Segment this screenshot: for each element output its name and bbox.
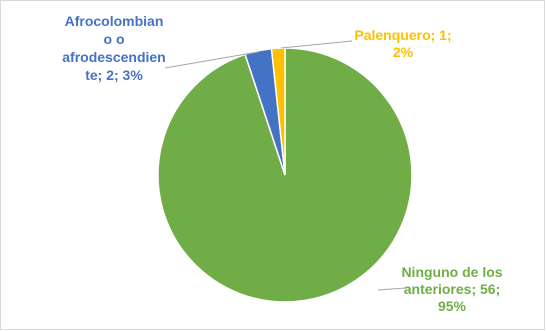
data-label-line: anteriores; 56; — [404, 281, 500, 297]
data-label-line: te; 2; 3% — [85, 67, 143, 83]
data-label-line: afrodescendien — [62, 49, 165, 65]
data-label-line: Palenquero; 1; — [354, 27, 451, 43]
data-label-line: 95% — [438, 298, 467, 314]
data-label-line: o o — [104, 31, 125, 47]
data-label-line: Afrocolombian — [65, 13, 164, 29]
leader-line-3 — [280, 40, 353, 49]
data-label-line: 2% — [393, 44, 414, 60]
data-label-1: Ninguno de los anteriores; 56; 95% — [401, 264, 502, 314]
leader-line-2 — [164, 51, 259, 69]
data-label-3: Palenquero; 1; 2% — [354, 27, 451, 60]
data-label-2: Afrocolombian o o afrodescendien te; 2; 3% — [62, 13, 165, 83]
data-label-line: Ninguno de los — [401, 264, 502, 280]
leader-line-1 — [377, 287, 407, 291]
